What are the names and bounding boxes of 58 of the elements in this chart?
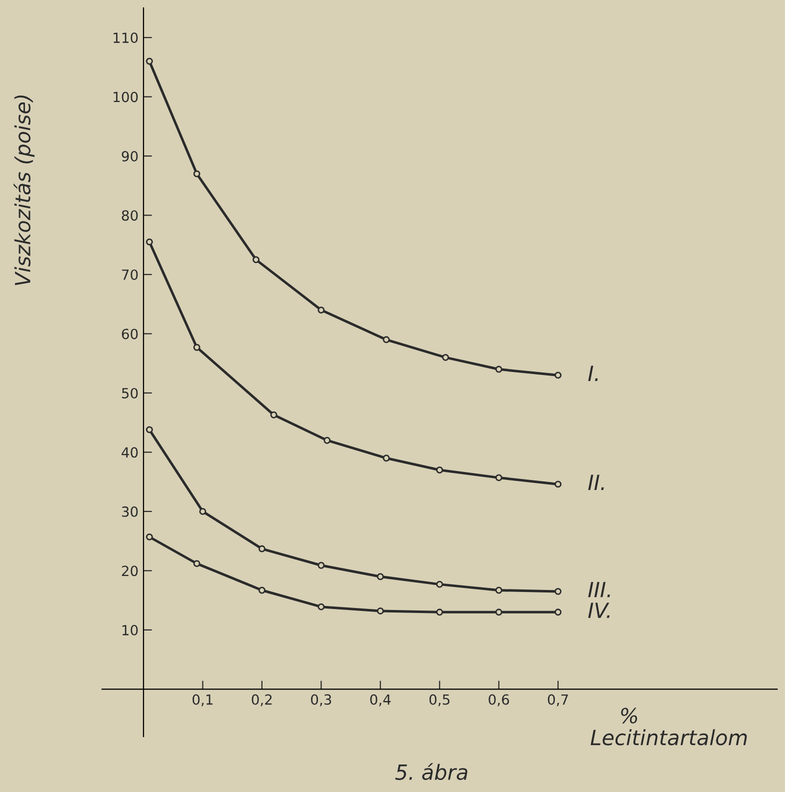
point (199, 508, 206, 515)
point (554, 480, 562, 488)
point (436, 580, 444, 588)
point (146, 238, 153, 246)
point (193, 170, 200, 178)
y-tick-label: 50 (122, 388, 138, 398)
x-tick-label: 0,2 (252, 694, 272, 706)
x-tick-label: 0,4 (370, 694, 391, 706)
y-tick-label: 60 (122, 328, 138, 340)
series-label: III. (588, 582, 610, 598)
point (376, 608, 384, 614)
point (146, 533, 153, 540)
point (495, 586, 502, 594)
y-tick-label: 90 (122, 150, 138, 162)
x-tick-label: 0,6 (488, 694, 509, 706)
point (382, 336, 390, 344)
point (554, 372, 562, 379)
point (252, 256, 260, 264)
annotation: % (621, 708, 638, 724)
y-tick-label: 110 (114, 32, 138, 44)
point (495, 366, 502, 373)
point (495, 608, 502, 616)
point (270, 411, 278, 418)
point (382, 454, 390, 462)
point (193, 344, 200, 351)
y-tick-label: 30 (122, 506, 138, 517)
series-label: I. (588, 366, 598, 381)
point (376, 573, 384, 580)
y-tick-label: 20 (122, 566, 138, 576)
point (436, 466, 444, 474)
point (146, 426, 153, 434)
y-tick-label: 10 (122, 624, 138, 636)
y-axis-title: Viszkozitás (poise) (14, 95, 35, 286)
point (318, 603, 325, 610)
x-tick-label: 0,7 (548, 694, 568, 706)
y-tick-label: 70 (122, 269, 138, 280)
point (318, 306, 325, 314)
y-tick-label: 40 (122, 447, 138, 458)
point (258, 586, 266, 594)
y-tick-label: 80 (122, 210, 138, 221)
x-tick-label: 0,1 (192, 694, 212, 706)
x-tick-label: 0,5 (429, 694, 450, 706)
point (554, 608, 562, 616)
point (193, 560, 200, 568)
y-tick-label: 100 (114, 92, 138, 102)
x-tick-label: 0,3 (311, 694, 332, 706)
point (436, 608, 444, 616)
point (442, 354, 449, 361)
series-label: IV. (588, 602, 610, 618)
point (318, 562, 325, 569)
series-label: II. (588, 474, 604, 490)
point (258, 545, 266, 552)
point (146, 58, 153, 65)
x-axis-title: Lecitintartalom (590, 729, 747, 746)
point (554, 588, 562, 595)
text: 5. ábra (395, 763, 468, 780)
point (324, 436, 331, 444)
point (495, 474, 502, 482)
